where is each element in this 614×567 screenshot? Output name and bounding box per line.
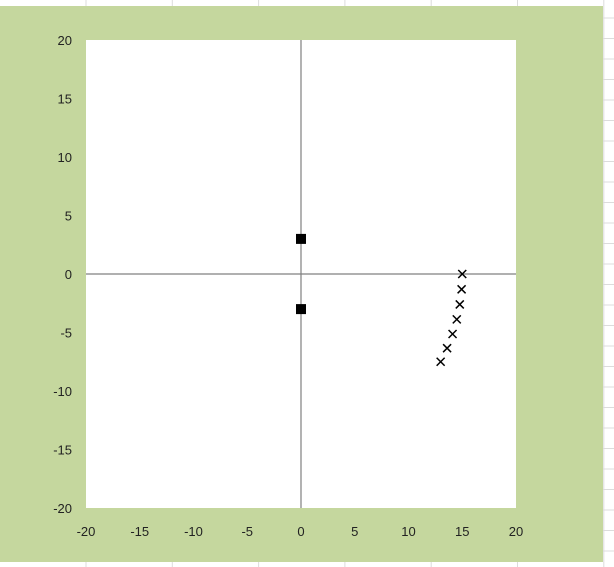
scatter-chart: -20 -15 -10 -5 0 5 10 15 20 -20 -15 -10 -5 0 5 10 15 20	[53, 33, 523, 539]
y-tick-label: 10	[58, 150, 72, 165]
x-marker	[457, 284, 467, 294]
x-tick-label: -5	[241, 524, 253, 539]
y-tick-label: 20	[58, 33, 72, 48]
y-tick-label: 0	[65, 267, 72, 282]
y-tick-label: -5	[60, 326, 72, 341]
y-tick-label: 15	[58, 92, 72, 107]
y-tick-label: -20	[53, 501, 72, 516]
x-tick-label: -20	[77, 524, 96, 539]
x-marker	[457, 269, 467, 279]
x-tick-label: 20	[509, 524, 523, 539]
x-tick-label: 5	[351, 524, 358, 539]
x-tick-label: -10	[184, 524, 203, 539]
x-marker	[448, 329, 458, 339]
x-marker-stroke	[442, 343, 452, 353]
y-tick-label: 5	[65, 209, 72, 224]
x-marker-stroke	[436, 357, 446, 367]
square-marker	[296, 304, 306, 315]
x-tick-label: 15	[455, 524, 469, 539]
square-marker	[296, 233, 306, 244]
x-tick-label: 0	[297, 524, 304, 539]
x-tick-label: -15	[130, 524, 149, 539]
x-marker-stroke	[455, 299, 465, 309]
x-marker-stroke	[448, 329, 458, 339]
x-tick-label: 10	[401, 524, 415, 539]
x-marker-stroke	[452, 314, 462, 324]
y-tick-label: -15	[53, 443, 72, 458]
x-marker	[442, 343, 452, 353]
x-marker	[455, 299, 465, 309]
chart-area[interactable]: -20 -15 -10 -5 0 5 10 15 20 -20 -15 -10 -5 0 5 10 15 20	[0, 6, 603, 562]
y-tick-label: -10	[53, 384, 72, 399]
x-marker	[452, 314, 462, 324]
x-marker	[436, 357, 446, 367]
x-marker-stroke	[457, 284, 467, 294]
x-marker-stroke	[457, 269, 467, 279]
